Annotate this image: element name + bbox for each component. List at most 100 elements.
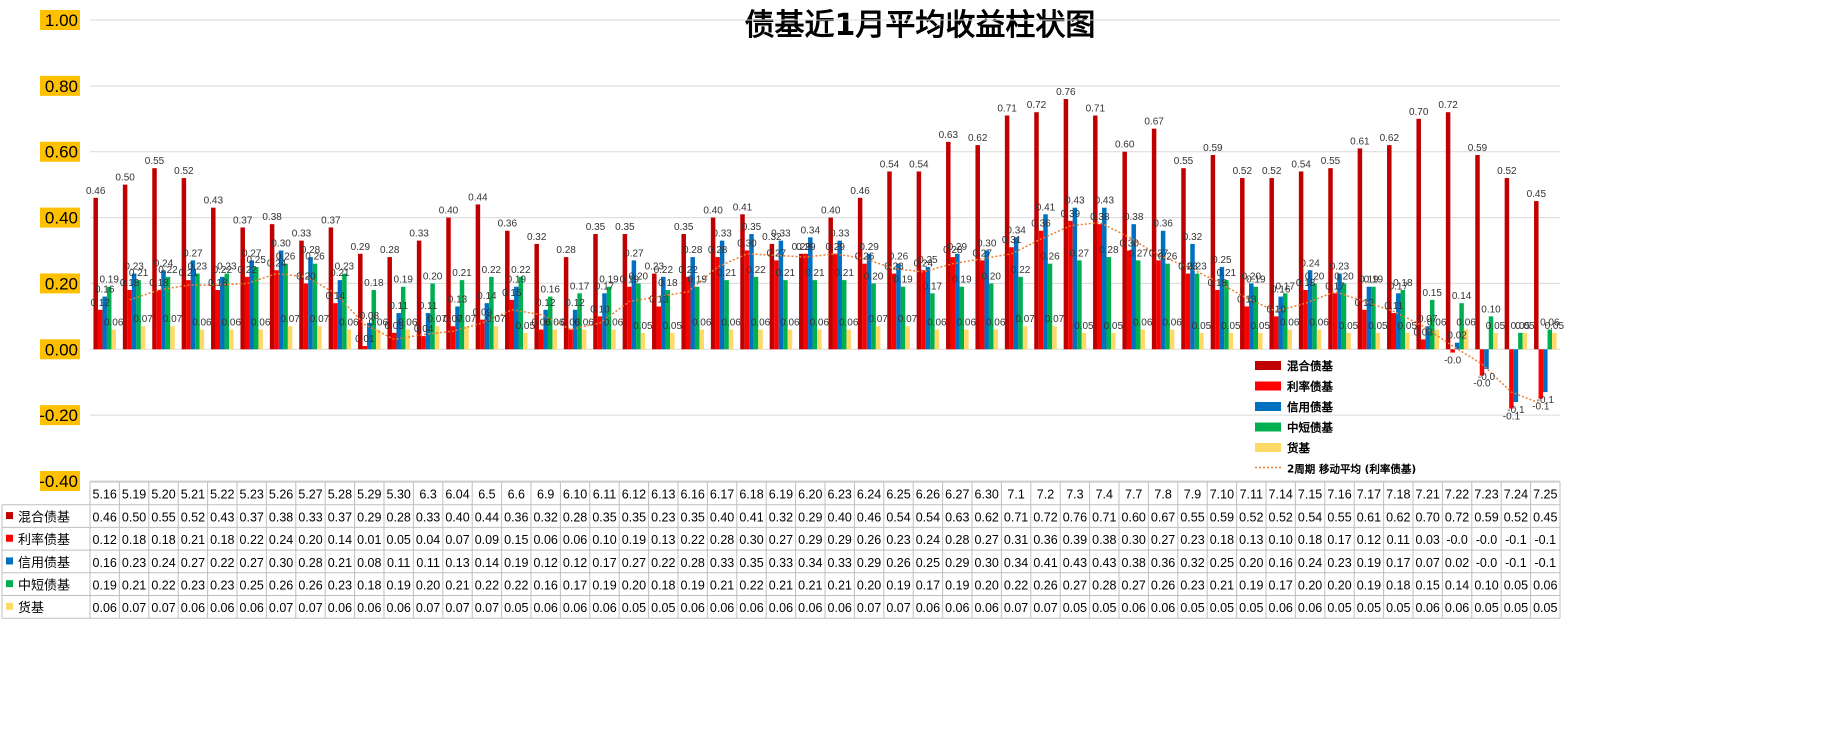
data-label: 0.18 [1208,278,1228,289]
legend-label: 混合债基 [1287,359,1333,373]
x-tick-label: 7.1 [1007,488,1024,502]
data-label: 0.27 [972,248,992,259]
data-label: 0.30 [977,239,997,250]
data-label: 0.33 [292,229,312,240]
table-cell: 0.26 [1033,579,1057,593]
table-cell: 0.38 [1122,556,1146,570]
bar [769,243,775,350]
table-cell: 0.05 [1357,601,1381,615]
table-cell: 0.40 [828,510,852,524]
table-legend-key [6,534,13,542]
bar [1312,283,1317,350]
table-cell: 0.28 [1092,579,1116,593]
data-label: 0.01 [355,334,375,345]
data-label: 0.33 [771,229,791,240]
data-label: 0.15 [502,288,522,299]
table-cell: -0.1 [1505,556,1527,570]
x-tick-label: 5.28 [328,488,352,502]
data-label: 0.31 [1002,235,1022,246]
legend-swatch [1255,381,1281,391]
data-label: 0.19 [393,275,413,286]
x-tick-label: 6.5 [478,488,495,502]
bar [832,253,838,350]
table-cell: 0.27 [1122,579,1146,593]
data-label: 0.32 [1183,232,1203,243]
bar [652,273,657,350]
x-tick-label: 7.9 [1184,488,1201,502]
data-label: 0.22 [237,265,257,276]
data-label: 0.07 [310,314,330,325]
data-label: 0.07 [1418,314,1438,325]
table-cell: 0.35 [739,556,763,570]
bar [211,207,216,350]
data-label: 0.62 [968,133,988,144]
table-cell: 0.28 [387,510,411,524]
bar [1341,283,1347,350]
data-label: 0.43 [1095,196,1115,207]
data-label: 0.28 [380,245,400,256]
data-label: 0.37 [233,215,253,226]
table-cell: 0.21 [769,579,793,593]
bar [317,326,322,350]
table-cell: 0.52 [1269,510,1293,524]
data-label: 0.20 [296,271,316,282]
table-cell: 0.15 [1416,579,1440,593]
data-label: 0.26 [889,252,909,263]
bar [1224,280,1229,350]
table-cell: 0.62 [1386,510,1410,524]
table-cell: 0.22 [151,579,175,593]
data-label: 0.10 [590,304,610,315]
bar [1106,257,1112,350]
table-legend-key [6,602,13,610]
data-label: 0.18 [120,278,140,289]
y-tick-label: 1.00 [45,11,78,30]
data-label: 0.06 [780,318,800,329]
x-tick-label: 6.19 [769,488,793,502]
data-label: 0.33 [830,229,850,240]
bar [475,204,481,350]
table-cell: 0.18 [357,579,381,593]
x-tick-label: 7.11 [1240,488,1263,502]
data-label: 0.05 [633,321,653,332]
bar [186,280,191,350]
table-cell: 0.28 [563,510,587,524]
bar [1181,168,1186,350]
bar [744,250,750,350]
table-cell: 0.06 [93,601,117,615]
y-tick-label: 0.40 [45,209,78,228]
bar [1504,178,1510,350]
bar [1522,332,1528,350]
data-label: 0.67 [1144,117,1164,128]
table-cell: 0.19 [886,579,910,593]
table-cell: 0.05 [387,533,411,547]
data-label: 0.05 [1339,321,1359,332]
bar [665,290,671,350]
bar [875,326,881,350]
bar [581,329,587,350]
x-tick-label: 6.11 [593,488,616,502]
table-cell: 0.22 [681,533,705,547]
x-tick-label: 7.7 [1125,488,1142,502]
x-tick-label: 7.10 [1210,488,1234,502]
table-cell: 0.06 [534,533,558,547]
table-cell: 0.07 [1416,556,1440,570]
data-label: 0.21 [330,268,350,279]
data-label: 0.20 [1305,271,1325,282]
data-label: 0.05 [1486,321,1506,332]
bar [538,329,544,350]
bar [866,253,872,350]
table-cell: 0.33 [769,556,793,570]
bar [1316,329,1322,350]
table-cell: 0.60 [1122,510,1146,524]
table-cell: 0.37 [240,510,264,524]
bar [493,326,499,350]
table-cell: 0.06 [945,601,969,615]
y-tick-label-bg [40,141,80,162]
bar [887,171,892,350]
data-label: 0.20 [423,271,443,282]
table-cell: 0.06 [563,601,587,615]
bar [799,253,804,350]
data-label: 0.40 [439,206,459,217]
table-cell: 0.50 [122,510,146,524]
